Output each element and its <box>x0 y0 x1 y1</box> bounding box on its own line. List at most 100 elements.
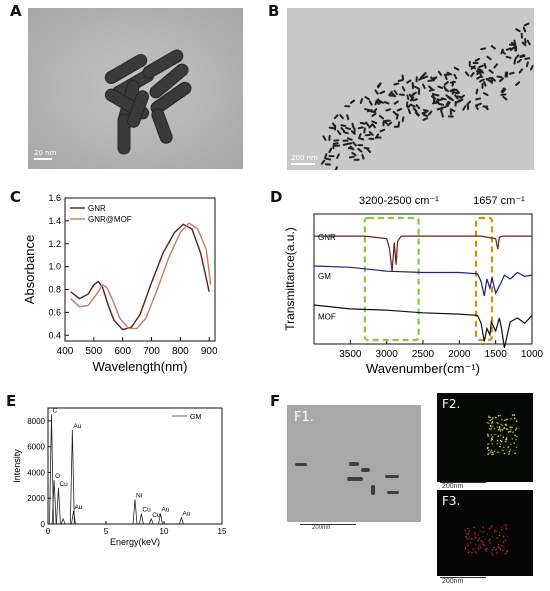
eds-f2-dot <box>490 434 493 436</box>
e-legend-label: GM <box>190 414 201 421</box>
tem-b-rod <box>336 153 340 159</box>
eds-f3-dot <box>503 545 505 548</box>
tem-b-rod <box>452 91 459 95</box>
chart-e: 0 5 10 15 0 2000 4000 6000 8000 Energy(keV) Intens… <box>12 407 227 547</box>
e-peak-label: Au <box>75 504 83 511</box>
e-peak <box>148 517 154 525</box>
eds-f3-dot <box>486 533 488 535</box>
tem-b-rod <box>393 100 399 105</box>
eds-f3-dot <box>498 540 500 543</box>
tem-image-b-art <box>287 8 534 170</box>
tem-b-rod <box>382 120 385 127</box>
eds-f2-dot <box>496 421 498 424</box>
panel-label-b: B <box>268 2 280 20</box>
tem-b-rod <box>406 101 409 108</box>
tem-b-rod <box>422 110 428 116</box>
scale-bar-a <box>34 158 52 160</box>
tem-b-rod <box>433 93 440 97</box>
eds-f2-dot <box>493 427 496 430</box>
eds-f2-dot <box>499 443 502 445</box>
eds-f3-dot <box>491 553 494 556</box>
eds-f3-dot <box>475 536 477 539</box>
eds-f3-dot <box>502 535 505 537</box>
tem-b-rod <box>500 48 504 55</box>
tem-b-rod <box>372 108 378 113</box>
tem-b-rod <box>444 74 448 81</box>
eds-f2-dot <box>487 443 489 445</box>
eds-f3-dot <box>468 530 471 532</box>
d-series-gm <box>313 265 533 297</box>
eds-f2-dot <box>514 434 516 437</box>
eds-f3-dot <box>464 529 467 532</box>
tem-b-rod <box>340 124 347 127</box>
tem-b-rod <box>412 107 418 113</box>
tem-b-rod <box>432 101 438 105</box>
c-ytick-label: 0.8 <box>48 285 61 295</box>
eds-f2-dot <box>491 451 494 454</box>
eds-f3-dot <box>490 527 492 529</box>
eds-f2-dot <box>506 418 508 421</box>
eds-f3-dot <box>485 548 488 550</box>
e-peak-label: Cu <box>152 512 161 519</box>
eds-f3-dot <box>469 542 472 544</box>
tem-b-rod <box>485 78 492 83</box>
tem-b-rod <box>397 121 401 128</box>
chart-d: 3500 3000 2500 2000 1500 1000 Wavenumber(cm⁻¹)… <box>283 195 544 376</box>
tem-b-rod <box>366 109 373 113</box>
tem-b-rod <box>513 58 517 65</box>
c-ytick-label: 1.0 <box>48 262 61 272</box>
eds-f3-dot <box>501 545 504 547</box>
eds-f3-dot <box>482 535 484 538</box>
eds-f2-dot <box>502 446 505 449</box>
tem-b-rod <box>357 147 363 153</box>
eds-f2-dot <box>510 428 512 431</box>
eds-f2-dot <box>513 442 516 444</box>
tem-b-rod <box>472 62 479 65</box>
eds-f3-dot <box>495 548 497 551</box>
eds-f2-dot <box>509 449 512 451</box>
eds-f2-dot <box>496 426 499 428</box>
eds-map-f3-dots <box>464 524 509 556</box>
tem-b-rod <box>449 109 453 116</box>
tem-b-rod <box>371 120 378 125</box>
eds-f2-dot <box>487 449 490 451</box>
tem-b-rod <box>490 77 494 84</box>
eds-f2-dot <box>489 425 492 427</box>
tem-b-rod <box>385 108 392 112</box>
tem-b-rod <box>374 89 379 95</box>
tem-image-f1: F1. <box>287 405 421 522</box>
tem-b-rod <box>388 94 395 97</box>
tem-b-rod <box>500 87 505 93</box>
eds-f3-dot <box>505 524 507 526</box>
e-ytick-label: 8000 <box>27 417 45 426</box>
eds-map-f2-dots <box>486 414 518 456</box>
eds-f2-dot <box>499 430 502 432</box>
eds-f2-dot <box>489 451 492 453</box>
e-peak-label: O <box>55 473 60 480</box>
tem-b-rod <box>379 90 386 95</box>
tem-b-rod <box>359 98 364 104</box>
c-ytick-label: 1.2 <box>48 239 61 249</box>
tem-b-rod <box>482 92 489 97</box>
tem-b-rod <box>417 88 421 95</box>
tem-b-rod <box>451 80 455 87</box>
tem-b-rod <box>496 75 503 79</box>
d-xtick-label: 2000 <box>448 349 471 360</box>
tem-b-rod <box>476 102 482 107</box>
tem-b-rod <box>379 128 386 133</box>
tem-b-rod <box>415 104 421 110</box>
eds-f3-dot <box>498 531 501 534</box>
eds-f3-dot <box>468 536 471 538</box>
eds-f2-dot <box>490 439 493 442</box>
tem-image-f1-art <box>287 405 421 522</box>
tem-b-rod <box>401 116 405 123</box>
eds-f3-dot <box>483 544 486 547</box>
tem-b-rod <box>502 95 508 101</box>
d-series-mof <box>313 304 533 349</box>
tem-b-rod <box>346 114 350 121</box>
e-ytick-label: 6000 <box>27 443 45 452</box>
tem-b-rod <box>440 105 447 109</box>
tem-b-rod <box>377 82 382 89</box>
d-xlabel: Wavenumber(cm⁻¹) <box>366 361 480 376</box>
tem-b-rod <box>348 155 355 159</box>
